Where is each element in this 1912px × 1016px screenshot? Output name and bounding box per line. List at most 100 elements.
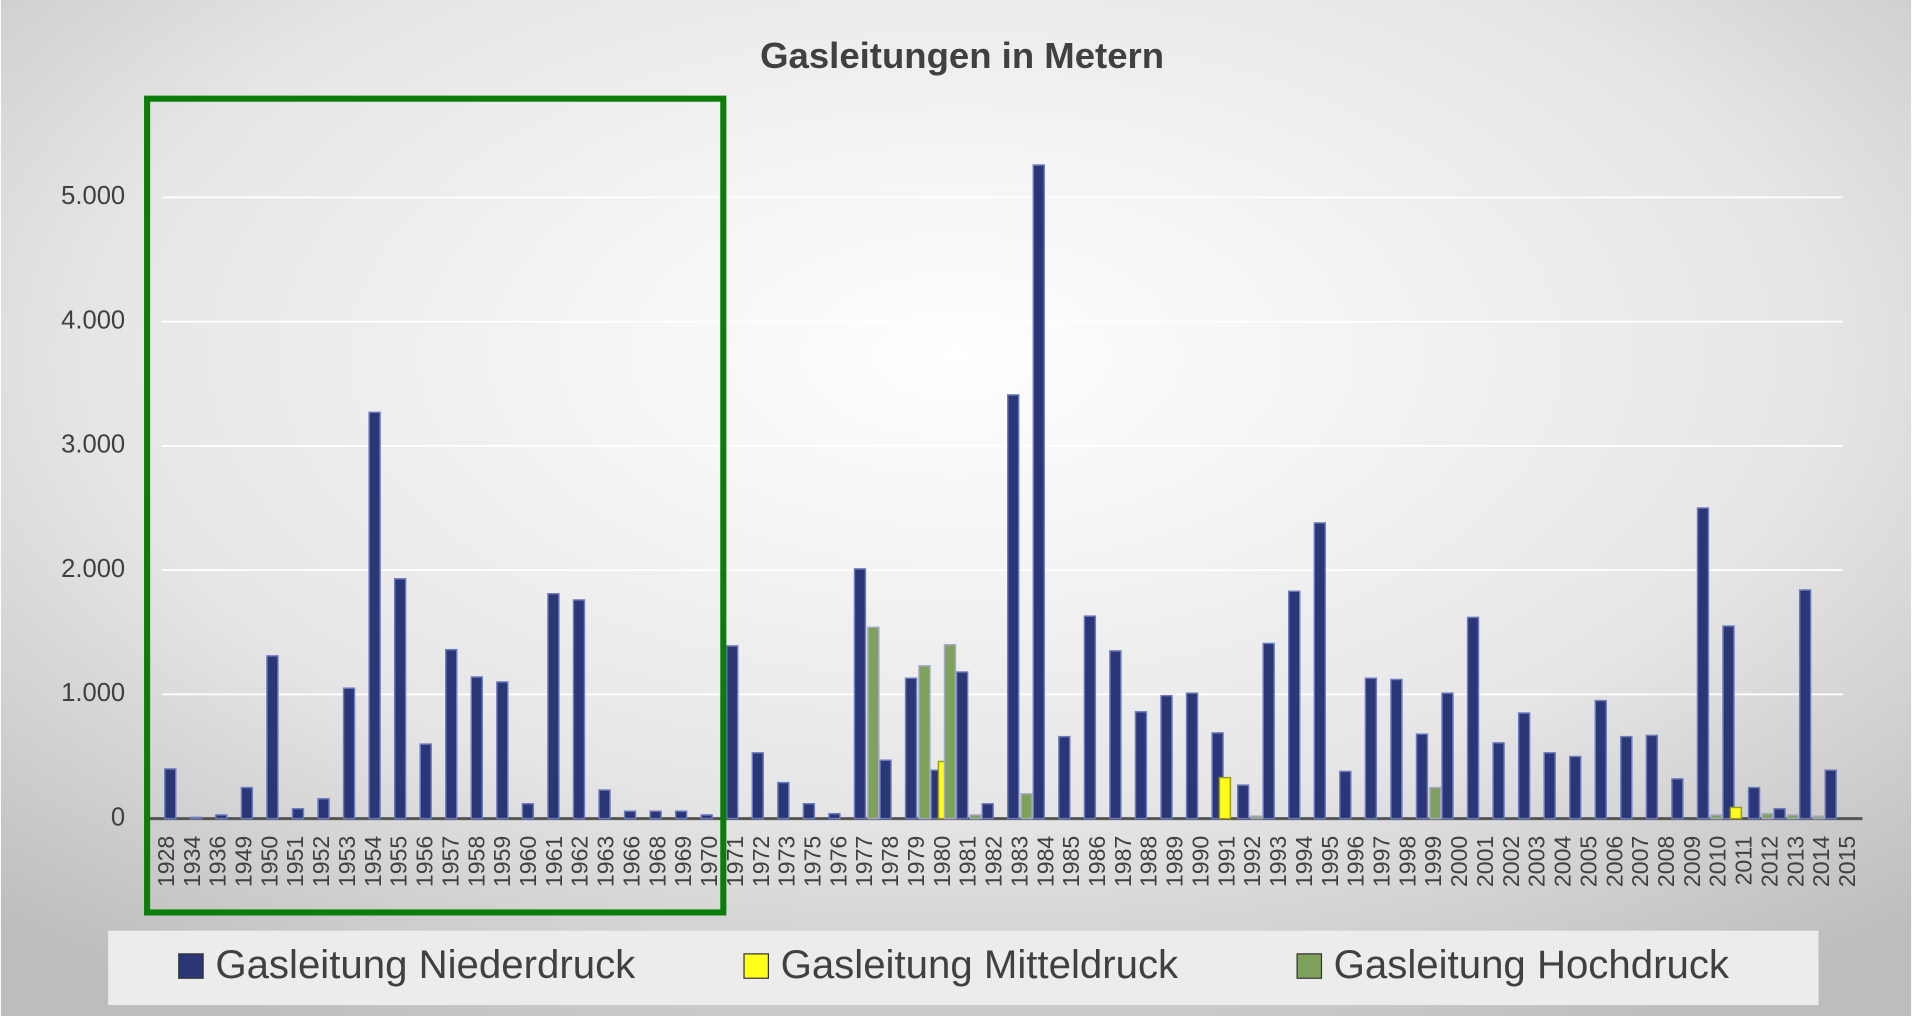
x-tick-label: 1968 xyxy=(644,836,670,887)
x-tick-label: 1991 xyxy=(1213,836,1239,887)
x-tick-label: 1963 xyxy=(593,836,619,887)
bar xyxy=(1236,784,1250,820)
bar xyxy=(1185,692,1199,820)
bar xyxy=(164,768,177,820)
x-tick-label: 1987 xyxy=(1110,836,1136,887)
bar xyxy=(1569,755,1582,820)
x-tick-label: 2008 xyxy=(1653,836,1679,887)
bar xyxy=(1466,616,1480,820)
x-tick-label: 2003 xyxy=(1524,836,1550,887)
bar xyxy=(1786,814,1800,820)
x-tick-label: 2015 xyxy=(1834,836,1860,887)
bar xyxy=(1134,711,1148,820)
x-tick-label: 1996 xyxy=(1343,836,1369,887)
bar xyxy=(1211,732,1224,820)
bar xyxy=(1313,522,1326,820)
bar xyxy=(598,789,611,820)
bar xyxy=(419,743,432,820)
bar xyxy=(1262,642,1275,820)
x-tick-label: 1975 xyxy=(800,836,826,887)
bar xyxy=(1007,394,1020,820)
x-tick-label: 2002 xyxy=(1498,836,1524,887)
x-tick-label: 1979 xyxy=(903,836,929,887)
bar xyxy=(1812,815,1825,820)
bar xyxy=(1020,793,1033,820)
bar xyxy=(1109,650,1122,820)
x-tick-label: 1981 xyxy=(955,836,981,887)
x-tick-label: 1928 xyxy=(153,836,179,887)
bar xyxy=(368,411,381,820)
x-tick-label: 2006 xyxy=(1601,836,1627,887)
bar xyxy=(802,803,816,820)
x-tick-label: 1990 xyxy=(1187,836,1213,887)
bar xyxy=(1645,734,1659,820)
x-tick-label: 1952 xyxy=(308,836,334,887)
bar xyxy=(1083,615,1097,820)
y-tick-label: 4.000 xyxy=(61,306,125,334)
x-tick-label: 1995 xyxy=(1317,836,1343,887)
bar xyxy=(955,671,969,820)
bar xyxy=(1761,812,1774,820)
x-tick-label: 1959 xyxy=(489,836,515,887)
bar xyxy=(623,810,637,820)
x-tick-label: 1988 xyxy=(1136,836,1162,887)
x-tick-label: 1953 xyxy=(334,836,360,887)
bar xyxy=(981,803,994,820)
x-tick-label: 2005 xyxy=(1575,836,1601,887)
x-tick-label: 1955 xyxy=(386,836,412,887)
x-tick-label: 2007 xyxy=(1627,836,1653,887)
x-tick-label: 1956 xyxy=(412,836,438,887)
bar xyxy=(1722,625,1735,820)
x-tick-label: 1997 xyxy=(1369,836,1395,887)
bar xyxy=(1671,778,1684,820)
legend-swatch xyxy=(1296,953,1323,979)
bar xyxy=(726,645,739,820)
x-tick-label: 1972 xyxy=(748,836,774,887)
legend-box xyxy=(108,930,1819,1006)
bar xyxy=(867,626,880,820)
bar xyxy=(918,665,931,820)
x-tick-label: 2014 xyxy=(1808,836,1834,888)
x-tick-label: 1978 xyxy=(877,836,903,887)
bar xyxy=(189,816,203,820)
bar xyxy=(547,593,560,820)
bar xyxy=(777,781,790,820)
x-tick-label: 1966 xyxy=(618,836,644,887)
bar xyxy=(879,759,892,820)
bar xyxy=(1620,735,1633,820)
y-tick-label: 0 xyxy=(111,803,125,831)
bar xyxy=(1824,769,1837,820)
bar xyxy=(1058,735,1071,820)
bar xyxy=(1441,692,1454,820)
x-tick-label: 1954 xyxy=(360,836,386,888)
x-tick-label: 1976 xyxy=(825,836,851,887)
x-tick-label: 1961 xyxy=(541,836,567,887)
bar xyxy=(521,803,535,820)
bar xyxy=(215,814,228,820)
bar xyxy=(1492,742,1505,820)
legend-swatch xyxy=(178,953,204,979)
bar xyxy=(1218,776,1232,820)
legend-swatch xyxy=(743,953,770,979)
x-tick-label: 1970 xyxy=(696,836,722,887)
y-tick-label: 3.000 xyxy=(61,431,125,459)
bar xyxy=(1390,678,1403,820)
bar xyxy=(1429,786,1442,820)
bar xyxy=(1594,699,1607,820)
bar xyxy=(1773,807,1786,820)
x-tick-label: 1957 xyxy=(437,836,463,887)
x-tick-label: 1958 xyxy=(463,836,489,887)
bar xyxy=(291,807,305,820)
x-tick-label: 1949 xyxy=(231,836,257,887)
bar xyxy=(969,814,982,820)
legend-label: Gasleitung Niederdruck xyxy=(215,942,636,987)
bar xyxy=(1415,733,1429,820)
x-tick-label: 1983 xyxy=(1006,836,1032,887)
bar xyxy=(751,752,764,820)
bar xyxy=(674,810,688,820)
bar xyxy=(1710,814,1723,820)
x-tick-label: 1982 xyxy=(981,836,1007,887)
x-tick-label: 2010 xyxy=(1705,836,1731,887)
y-tick-label: 5.000 xyxy=(61,182,125,210)
x-tick-label: 1950 xyxy=(256,836,282,887)
